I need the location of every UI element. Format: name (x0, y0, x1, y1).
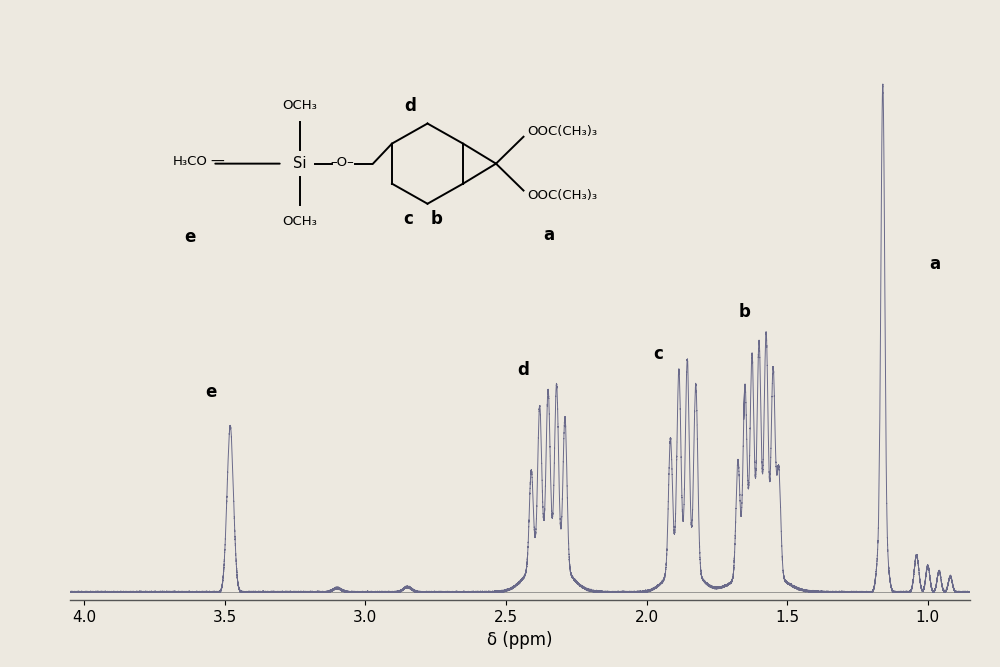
Text: –O–: –O– (331, 155, 354, 169)
Text: a: a (929, 255, 940, 273)
Text: c: c (404, 209, 413, 227)
Text: b: b (431, 209, 442, 227)
Text: b: b (739, 303, 751, 321)
Text: —: — (211, 155, 224, 169)
Text: OCH₃: OCH₃ (283, 99, 317, 112)
Text: e: e (184, 228, 196, 246)
Text: OOC(CH₃)₃: OOC(CH₃)₃ (528, 125, 598, 138)
Text: d: d (404, 97, 416, 115)
Text: d: d (517, 362, 529, 380)
X-axis label: δ (ppm): δ (ppm) (487, 630, 553, 648)
Text: a: a (543, 225, 554, 243)
Text: c: c (653, 346, 663, 364)
Text: H₃CO: H₃CO (173, 155, 207, 167)
Text: OOC(CH₃)₃: OOC(CH₃)₃ (528, 189, 598, 202)
Text: e: e (205, 383, 216, 401)
Text: Si: Si (293, 156, 307, 171)
Text: OCH₃: OCH₃ (283, 215, 317, 228)
